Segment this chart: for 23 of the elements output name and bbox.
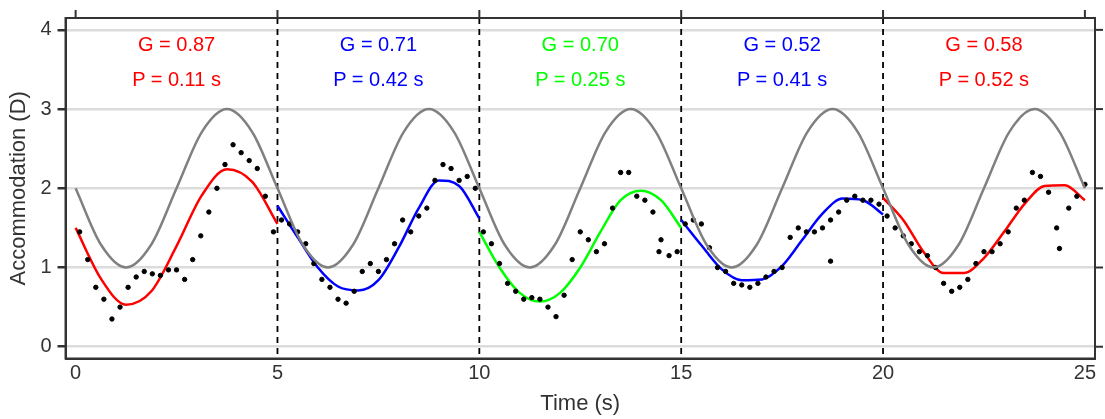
annotation: G = 0.58: [945, 32, 1023, 55]
annotation: G = 0.52: [743, 32, 821, 55]
annotation: G = 0.71: [339, 32, 418, 55]
x-tick-label: 5: [271, 361, 284, 384]
x-tick-label: 15: [670, 361, 693, 384]
annotation: P = 0.25 s: [535, 67, 626, 90]
y-tick-label: 4: [40, 17, 52, 40]
y-tick-label: 3: [40, 96, 52, 119]
annotation: P = 0.41 s: [736, 67, 828, 90]
y-tick-label: 1: [40, 255, 52, 278]
annotation: P = 0.52 s: [938, 67, 1030, 90]
x-tick-label: 20: [871, 361, 895, 384]
annotation: P = 0.42 s: [333, 67, 424, 90]
x-tick-label: 0: [70, 361, 82, 384]
annotation: P = 0.11 s: [132, 67, 221, 90]
x-tick-label: 25: [1073, 361, 1097, 384]
x-tick-label: 10: [468, 361, 491, 384]
y-axis-title: Accommodation (D): [5, 91, 31, 286]
y-tick-label: 2: [40, 175, 52, 198]
x-axis-title: Time (s): [540, 389, 621, 415]
annotation: G = 0.70: [541, 32, 619, 55]
y-tick-label: 0: [40, 334, 52, 357]
annotation: G = 0.87: [137, 32, 216, 55]
